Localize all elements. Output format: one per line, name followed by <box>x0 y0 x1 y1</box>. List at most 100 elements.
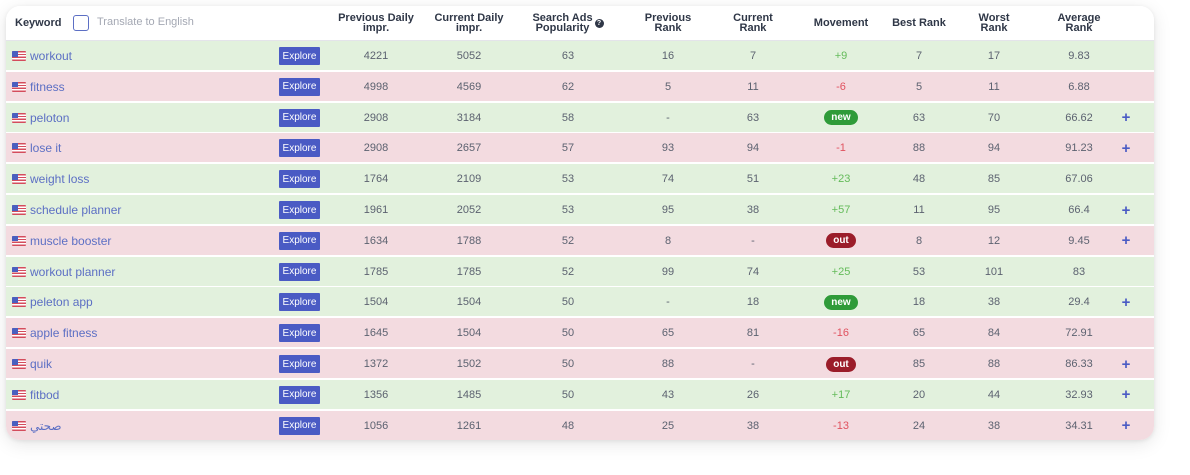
cur-rank-cell: 51 <box>746 173 760 186</box>
header-cur-daily[interactable]: Current Daily impr. <box>434 12 504 34</box>
movement-cell: -13 <box>801 411 881 440</box>
explore-button[interactable]: Explore <box>279 416 320 435</box>
keyword-link[interactable]: weight loss <box>12 164 89 194</box>
keyword-link[interactable]: workout <box>12 41 72 71</box>
movement-cell: -1 <box>801 133 881 163</box>
add-icon[interactable]: + <box>1121 355 1131 373</box>
cur-daily-cell: 2109 <box>456 173 482 186</box>
explore-button[interactable]: Explore <box>279 324 320 343</box>
movement-cell: +17 <box>801 380 881 410</box>
header-cur-rank[interactable]: Current Rank <box>733 12 773 34</box>
add-icon[interactable]: + <box>1121 386 1131 404</box>
best-rank-cell: 7 <box>915 50 923 62</box>
header-worst-rank[interactable]: Worst Rank <box>978 12 1010 34</box>
movement-value: -6 <box>836 80 846 93</box>
add-icon[interactable]: + <box>1121 109 1131 127</box>
cur-rank-cell: 38 <box>746 419 760 432</box>
popularity-cell: 50 <box>561 296 575 309</box>
movement-cell: -16 <box>801 318 881 348</box>
explore-button[interactable]: Explore <box>279 139 320 158</box>
keyword-link[interactable]: peloton <box>12 103 69 133</box>
explore-button[interactable]: Explore <box>279 262 320 281</box>
translate-checkbox[interactable] <box>73 15 89 31</box>
best-rank-cell: 11 <box>913 204 925 216</box>
table-row: weight loss Explore 1764 2109 53 74 51 +23 48 85 6… <box>6 164 1154 195</box>
add-icon[interactable]: + <box>1121 293 1131 311</box>
best-rank-cell: 63 <box>912 111 926 124</box>
header-prev-daily[interactable]: Previous Daily impr. <box>338 12 414 34</box>
worst-rank-cell: 44 <box>987 388 1001 401</box>
cur-daily-cell: 1261 <box>456 419 482 432</box>
cur-daily-cell: 1785 <box>456 265 482 278</box>
cur-rank-cell: 7 <box>749 50 757 62</box>
prev-rank-cell: 88 <box>661 358 675 370</box>
popularity-cell: 52 <box>561 234 575 247</box>
keyword-link[interactable]: fitness <box>12 72 65 102</box>
cur-rank-cell: 94 <box>746 142 760 155</box>
keyword-label: schedule planner <box>30 203 122 217</box>
popularity-cell: 50 <box>561 327 575 340</box>
cur-daily-cell: 1504 <box>456 327 482 340</box>
keyword-link[interactable]: lose it <box>12 133 61 163</box>
keyword-link[interactable]: quik <box>12 349 52 379</box>
keyword-link[interactable]: workout planner <box>12 257 115 287</box>
keyword-label: peloton <box>30 110 70 125</box>
explore-button[interactable]: Explore <box>279 293 320 312</box>
keyword-link[interactable]: muscle booster <box>12 226 111 256</box>
explore-button[interactable]: Explore <box>279 170 320 189</box>
worst-rank-cell: 70 <box>987 111 1001 124</box>
keyword-link[interactable]: apple fitness <box>12 318 97 348</box>
add-icon[interactable]: + <box>1121 139 1131 157</box>
table-row: schedule planner Explore 1961 2052 53 95 38 +57… <box>6 195 1154 225</box>
help-icon[interactable]: ? <box>594 18 604 28</box>
translate-label: Translate to English <box>97 16 194 28</box>
keyword-label: muscle booster <box>30 233 112 248</box>
add-icon[interactable]: + <box>1121 201 1131 219</box>
add-icon[interactable]: + <box>1121 417 1131 435</box>
explore-button[interactable]: Explore <box>279 108 320 127</box>
header-best-rank[interactable]: Best Rank <box>892 17 946 29</box>
prev-daily-cell: 1504 <box>363 296 389 309</box>
header-avg-rank[interactable]: Average Rank <box>1057 12 1101 34</box>
worst-rank-cell: 84 <box>987 327 1001 340</box>
prev-rank-cell: 99 <box>661 265 675 278</box>
new-badge: new <box>824 294 858 310</box>
popularity-cell: 53 <box>561 173 575 186</box>
keyword-label: workout <box>30 49 73 63</box>
keyword-label: صحتي <box>30 418 62 433</box>
keyword-link[interactable]: fitbod <box>12 380 59 410</box>
worst-rank-cell: 38 <box>987 296 1001 309</box>
explore-button[interactable]: Explore <box>279 47 320 65</box>
explore-button[interactable]: Explore <box>279 231 320 250</box>
best-rank-cell: 5 <box>915 80 923 93</box>
header-prev-rank[interactable]: Previous Rank <box>644 12 692 34</box>
cur-rank-cell: - <box>751 234 755 247</box>
best-rank-cell: 65 <box>912 327 926 340</box>
explore-button[interactable]: Explore <box>279 201 320 219</box>
prev-rank-cell: 5 <box>664 80 672 93</box>
header-search-ads[interactable]: Search Ads Popularity? <box>528 6 608 40</box>
explore-button[interactable]: Explore <box>279 77 320 96</box>
keyword-label: fitness <box>30 79 65 94</box>
prev-rank-cell: 65 <box>661 327 675 340</box>
best-rank-cell: 85 <box>912 358 926 370</box>
keyword-link[interactable]: peleton app <box>12 287 93 317</box>
prev-daily-cell: 2908 <box>363 111 389 124</box>
explore-button[interactable]: Explore <box>279 385 320 404</box>
add-icon[interactable]: + <box>1121 232 1131 250</box>
movement-value: -1 <box>836 142 846 155</box>
header-movement[interactable]: Movement <box>813 17 869 29</box>
popularity-cell: 58 <box>561 111 575 124</box>
best-rank-cell: 8 <box>915 234 923 247</box>
us-flag-icon <box>12 81 26 92</box>
out-badge: out <box>826 356 856 372</box>
movement-cell: +23 <box>801 164 881 194</box>
prev-rank-cell: 25 <box>661 419 675 432</box>
explore-button[interactable]: Explore <box>279 355 320 373</box>
us-flag-icon <box>12 359 26 369</box>
table-row: fitbod Explore 1356 1485 50 43 26 +17 20 44 32.93 + <box>6 379 1154 410</box>
keyword-link[interactable]: schedule planner <box>12 195 121 225</box>
prev-rank-cell: 43 <box>661 388 675 401</box>
avg-rank-cell: 9.45 <box>1068 234 1090 247</box>
keyword-link[interactable]: صحتي <box>12 411 62 440</box>
